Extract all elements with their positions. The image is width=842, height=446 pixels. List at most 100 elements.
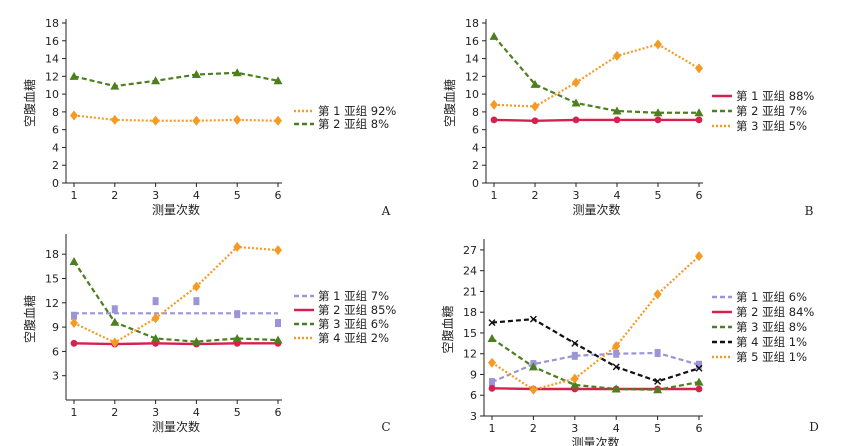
data-point (529, 384, 538, 395)
series-line (493, 43, 700, 108)
panel-label: C (381, 420, 390, 434)
y-tick-label: 12 (465, 70, 479, 83)
data-point (572, 116, 580, 124)
x-axis-label: 测量次数 (571, 435, 619, 446)
data-point (191, 70, 201, 79)
x-tick-label: 6 (696, 189, 703, 202)
x-tick-label: 3 (152, 406, 159, 419)
data-point (488, 384, 496, 392)
series-line (491, 337, 700, 391)
panel-label: A (381, 204, 391, 218)
series-3 (490, 39, 703, 112)
data-point (152, 297, 159, 306)
data-point (489, 31, 499, 40)
data-point (695, 364, 703, 372)
series-line (491, 317, 700, 383)
data-point (613, 349, 620, 358)
x-tick-label: 3 (152, 189, 159, 202)
y-tick-label: 9 (470, 368, 477, 381)
y-tick-label: 15 (463, 327, 477, 340)
legend-item: 第 3 亚组 8% (712, 320, 807, 334)
data-point (528, 362, 538, 371)
legend-label: 第 1 亚组 7% (318, 289, 389, 303)
y-tick-label: 9 (52, 321, 59, 334)
data-point (234, 310, 241, 319)
data-point (530, 79, 540, 88)
y-tick-label: 6 (472, 124, 479, 137)
legend-label: 第 1 亚组 88% (736, 89, 814, 103)
panel-label: B (805, 204, 814, 218)
data-point (653, 108, 663, 117)
legend-item: 第 4 亚组 1% (712, 335, 807, 349)
legend-item: 第 1 亚组 92% (294, 104, 396, 118)
data-point (274, 115, 282, 126)
y-tick-label: 10 (465, 88, 479, 101)
y-tick-label: 12 (45, 297, 59, 310)
x-tick-label: 1 (71, 406, 78, 419)
data-point (232, 333, 242, 342)
data-point (490, 116, 498, 124)
data-point (274, 245, 282, 256)
legend-label: 第 3 亚组 6% (318, 317, 389, 331)
series-4 (70, 241, 282, 348)
y-tick-label: 16 (45, 35, 59, 48)
legend-label: 第 4 亚组 1% (736, 335, 807, 349)
y-tick-label: 15 (45, 273, 59, 286)
data-point (233, 114, 242, 125)
y-tick-label: 0 (472, 177, 479, 190)
y-tick-label: 12 (45, 70, 59, 83)
x-axis-label: 测量次数 (152, 419, 200, 434)
data-point (70, 318, 78, 329)
legend-label: 第 2 亚组 7% (736, 104, 807, 118)
series-line (493, 35, 699, 114)
legend-item: 第 1 亚组 7% (294, 289, 389, 303)
y-axis-label: 空腹血糖 (22, 295, 37, 343)
x-axis-label: 测量次数 (152, 202, 200, 217)
series-3 (487, 333, 704, 394)
data-point (489, 378, 495, 387)
y-axis-label: 空腹血糖 (442, 79, 457, 127)
legend-item: 第 2 亚组 85% (294, 303, 396, 317)
x-tick-label: 2 (111, 406, 118, 419)
data-point (612, 341, 621, 352)
series-line (73, 260, 279, 343)
x-tick-label: 4 (614, 189, 621, 202)
data-point (232, 68, 242, 77)
x-tick-label: 4 (193, 189, 200, 202)
x-tick-label: 3 (571, 422, 578, 435)
data-point (110, 317, 120, 326)
data-point (110, 337, 119, 348)
data-point (275, 319, 281, 328)
data-point (571, 351, 578, 360)
x-tick-label: 6 (696, 422, 703, 435)
legend-item: 第 4 亚组 2% (294, 331, 389, 345)
y-tick-label: 18 (463, 306, 477, 319)
data-point (70, 110, 78, 121)
x-tick-label: 5 (234, 189, 241, 202)
y-tick-label: 14 (45, 53, 59, 66)
data-point (695, 116, 703, 124)
series-line (73, 342, 278, 346)
x-tick-label: 6 (275, 189, 282, 202)
y-tick-label: 4 (52, 141, 59, 154)
series-4 (488, 315, 703, 385)
data-point (613, 116, 621, 124)
y-tick-label: 21 (463, 285, 477, 298)
series-1 (490, 116, 703, 125)
y-tick-label: 2 (52, 159, 59, 172)
legend-label: 第 4 亚组 2% (318, 331, 389, 345)
series-line (493, 118, 699, 122)
x-tick-label: 2 (532, 189, 539, 202)
y-tick-label: 8 (472, 106, 479, 119)
data-point (151, 333, 161, 342)
data-point (529, 315, 537, 323)
legend-item: 第 2 亚组 7% (712, 104, 807, 118)
y-tick-label: 8 (52, 106, 59, 119)
legend-item: 第 3 亚组 6% (294, 317, 389, 331)
data-point (654, 116, 662, 124)
x-tick-label: 2 (111, 189, 118, 202)
series-line (491, 255, 700, 391)
x-tick-label: 4 (613, 422, 620, 435)
legend-label: 第 1 亚组 6% (736, 290, 807, 304)
data-point (490, 99, 498, 110)
